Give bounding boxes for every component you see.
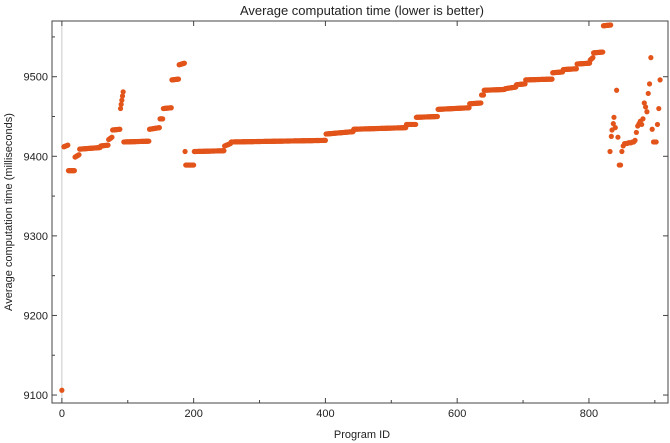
data-point [549,76,555,82]
data-point [633,129,639,136]
data-point [632,137,638,143]
data-point [573,66,580,72]
data-point [640,116,646,122]
chart-title: Average computation time (lower is bette… [240,3,484,18]
data-point [608,22,614,28]
data-point [175,76,182,82]
data-point [160,116,166,122]
y-tick-label: 9300 [24,231,48,243]
data-point [641,100,647,106]
data-point [117,105,124,112]
y-tick-label: 9500 [24,72,48,84]
data-point [478,100,484,106]
data-point [654,121,661,128]
data-points [59,22,663,393]
x-tick-label: 0 [59,408,65,420]
data-point [413,121,419,128]
data-point [480,92,487,98]
data-point [59,387,65,393]
y-tick-label: 9200 [24,310,48,322]
data-point [644,109,650,115]
x-tick-label: 400 [316,408,334,420]
axis-ticks: 0 200 400 600 800 9100 9200 9300 9400 9500 [24,21,668,420]
data-point [65,142,71,148]
data-point [71,168,77,174]
data-point [120,89,126,95]
x-tick-label: 600 [448,408,466,420]
x-tick-label: 800 [580,408,598,420]
data-point [105,142,111,148]
data-point [590,55,596,61]
data-point [117,126,123,132]
data-point [653,139,659,145]
data-point [615,134,621,140]
data-point [168,105,174,111]
data-point [191,162,197,168]
data-point [649,126,655,132]
data-point [611,114,617,120]
data-point [146,138,152,144]
x-tick-label: 200 [184,408,202,420]
x-axis-label: Program ID [334,429,390,441]
data-point [607,148,613,155]
y-axis-label: Average computation time (milliseconds) [3,113,15,311]
data-point [600,49,606,55]
data-point [614,87,620,93]
data-point [109,134,115,140]
data-point [608,133,614,139]
data-point [221,148,227,154]
data-point [322,137,329,143]
data-point [648,55,654,61]
data-point [181,60,188,66]
y-tick-label: 9400 [24,151,48,163]
data-point [646,81,653,87]
data-point [434,113,441,120]
data-point [656,105,662,112]
data-point [657,77,663,83]
data-point [619,148,625,155]
data-point [182,148,188,155]
data-point [156,125,162,131]
data-point [119,97,125,103]
plot-frame [51,20,669,404]
data-point [119,93,126,99]
data-point [639,121,645,128]
data-point [466,105,472,111]
data-point [118,101,124,107]
data-point [617,162,624,168]
data-point [612,125,618,131]
data-point [76,152,82,158]
data-point [522,81,528,87]
data-point [643,104,649,110]
data-point [610,121,616,127]
data-point [645,90,651,97]
y-tick-label: 9100 [24,390,48,402]
